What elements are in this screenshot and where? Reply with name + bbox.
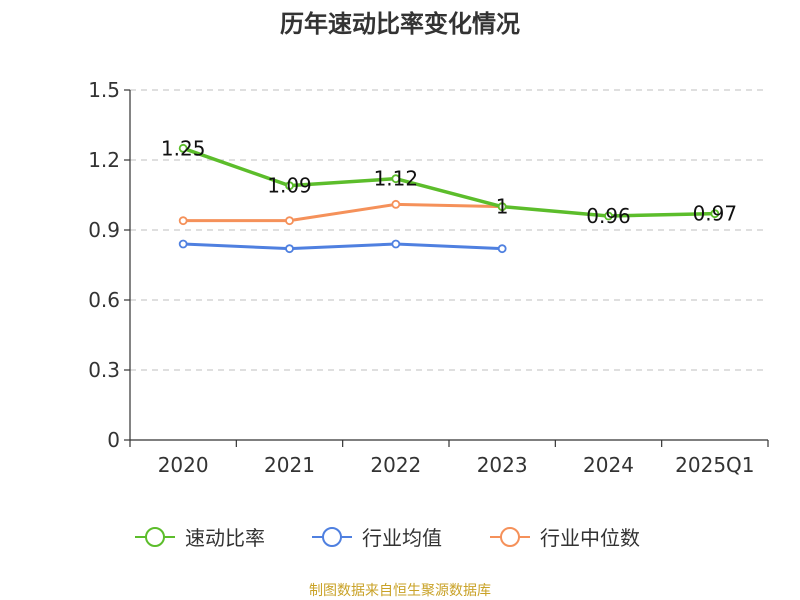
chart-title: 历年速动比率变化情况 [280,10,520,38]
y-tick-label: 0.9 [88,218,120,242]
data-point [178,143,188,153]
data-point [497,202,507,212]
data-point [391,239,401,249]
legend[interactable]: 速动比率 行业均值 行业中位数 [135,526,640,550]
legend-label: 行业中位数 [540,526,640,550]
x-tick-label: 2023 [477,453,528,477]
axes: 0 0.3 0.6 0.9 1.2 1.5 2020 2021 2022 2023 2024 2025… [88,78,769,477]
data-point [497,244,507,254]
data-label: 0.96 [586,204,631,228]
legend-item[interactable]: 速动比率 [135,526,265,550]
source-note: 制图数据来自恒生聚源数据库 [309,583,491,599]
x-tick-label: 2025Q1 [675,453,754,477]
grid-lines [130,89,768,371]
data-point [285,216,294,226]
legend-marker [322,527,342,547]
data-label: 1.09 [267,174,312,198]
series-line [183,242,503,251]
legend-item[interactable]: 行业均值 [312,526,442,550]
y-tick-label: 1.2 [88,148,120,172]
x-tick-label: 2024 [583,453,634,477]
data-label: 1.12 [374,167,419,191]
data-labels: 1.25 1.09 1.12 1 0.96 0.97 [161,136,737,228]
data-point [604,211,613,221]
x-tick-label: 2020 [158,453,209,477]
y-tick-label: 1.5 [88,78,120,102]
legend-label: 行业均值 [362,526,442,550]
data-point [285,181,294,191]
data-label: 1 [496,195,509,219]
y-tick-label: 0.3 [88,358,120,382]
y-tick-label: 0 [107,428,120,452]
legend-marker [500,527,520,547]
legend-item[interactable]: 行业中位数 [490,526,640,550]
data-label: 0.97 [693,202,738,226]
legend-label: 速动比率 [185,526,265,550]
data-point [178,216,188,226]
data-point [391,199,401,209]
x-tick-label: 2021 [264,453,315,477]
series-line [183,202,503,223]
data-label: 1.25 [161,136,206,160]
y-tick-label: 0.6 [88,288,120,312]
data-point [285,244,294,254]
series-line [182,146,715,218]
data-point [391,174,401,184]
data-point [710,209,720,219]
legend-marker [145,527,165,547]
series-lines [178,143,720,254]
data-point [178,239,188,249]
x-tick-label: 2022 [370,453,421,477]
